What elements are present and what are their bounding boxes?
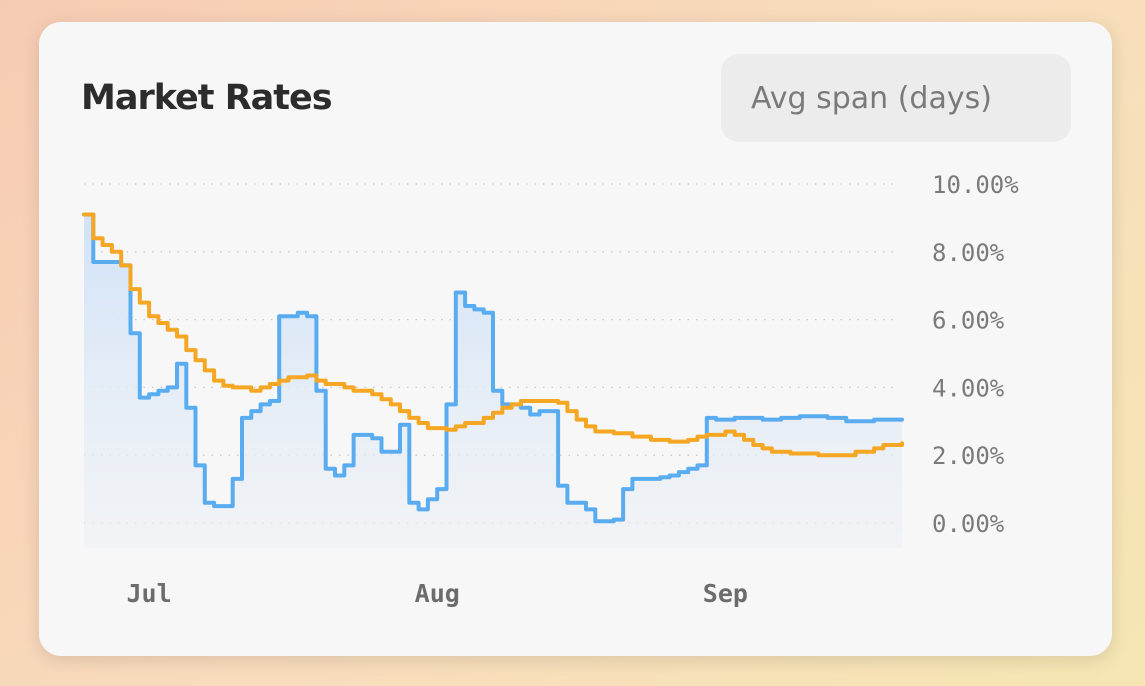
avg-span-input[interactable] [721,54,1071,142]
y-tick-label: 10.00% [932,171,1019,199]
y-tick-label: 4.00% [932,374,1005,402]
y-tick-label: 8.00% [932,239,1005,267]
x-axis: Jul Aug Sep [126,579,747,608]
market-rates-card: Market Rates [39,22,1112,656]
y-tick-label: 0.00% [932,510,1005,538]
card-title: Market Rates [81,78,333,118]
series-average-line [82,212,904,458]
y-axis: 0.00% 2.00% 4.00% 6.00% 8.00% 10.00% [932,171,1019,538]
x-tick-label: Jul [126,579,171,608]
chart-line-layer [82,212,904,524]
series-rate-line [82,212,904,524]
y-tick-label: 6.00% [932,307,1005,335]
y-tick-label: 2.00% [932,442,1005,470]
x-tick-label: Sep [703,579,748,608]
x-tick-label: Aug [415,579,460,608]
